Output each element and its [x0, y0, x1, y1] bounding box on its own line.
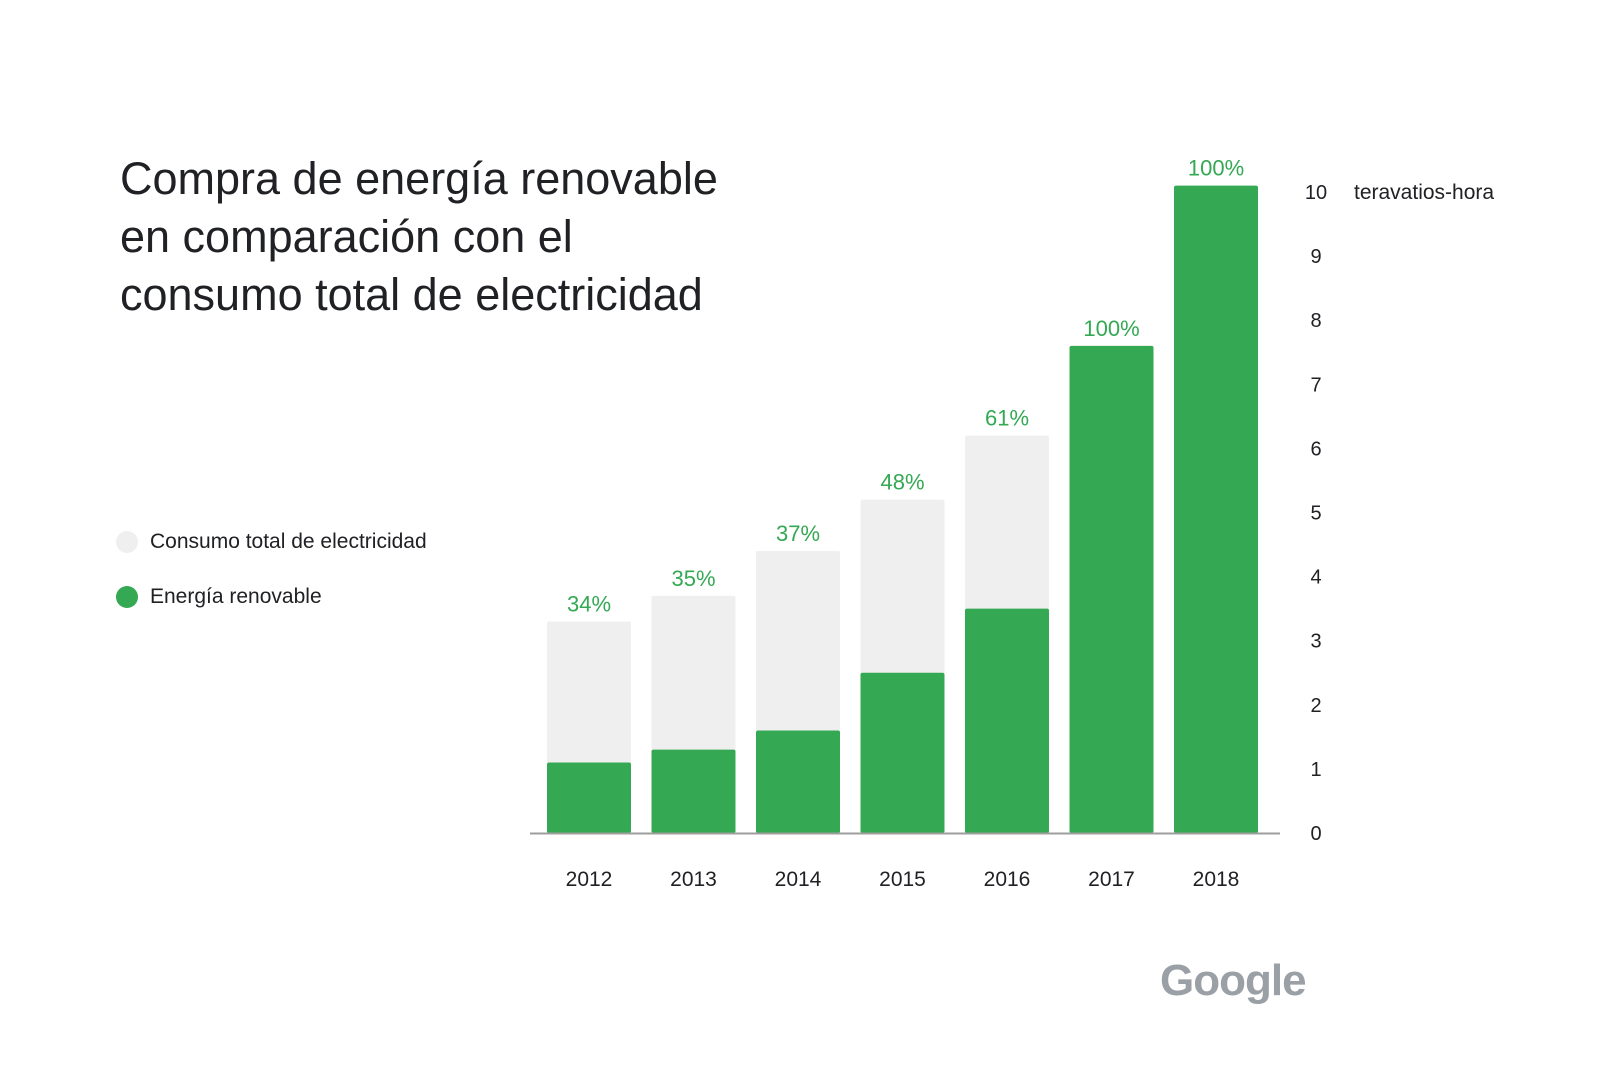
- bar-renewable-2018: [1174, 185, 1258, 834]
- data-label-2016: 61%: [985, 406, 1029, 431]
- google-logo: Google: [1160, 956, 1307, 1005]
- y-tick-label-0: 0: [1310, 823, 1321, 845]
- y-tick-label-10: 10: [1305, 182, 1327, 204]
- x-tick-label-2015: 2015: [879, 868, 926, 891]
- x-tick-label-2018: 2018: [1193, 868, 1240, 891]
- y-tick-label-5: 5: [1310, 503, 1321, 525]
- x-tick-label-2013: 2013: [670, 868, 717, 891]
- chart-title: Compra de energía renovable en comparaci…: [120, 153, 718, 320]
- y-tick-label-7: 7: [1310, 374, 1321, 396]
- legend-swatch-total: [116, 531, 138, 553]
- y-axis-unit-label: teravatios-hora: [1354, 181, 1494, 204]
- data-label-2018: 100%: [1188, 156, 1244, 181]
- legend-swatch-renewable: [116, 586, 138, 608]
- y-tick-label-9: 9: [1310, 246, 1321, 268]
- x-tick-label-2012: 2012: [566, 868, 613, 891]
- x-tick-label-2017: 2017: [1088, 868, 1135, 891]
- data-label-2012: 34%: [567, 591, 611, 616]
- data-label-2017: 100%: [1083, 316, 1139, 341]
- data-label-2014: 37%: [776, 521, 820, 546]
- bar-renewable-2014: [756, 730, 840, 833]
- x-tick-label-2016: 2016: [984, 868, 1031, 891]
- legend-item-total: Consumo total de electricidad: [116, 528, 427, 556]
- y-tick-label-1: 1: [1310, 759, 1321, 781]
- y-tick-label-6: 6: [1310, 438, 1321, 460]
- bar-renewable-2015: [860, 672, 945, 833]
- bar-renewable-2012: [547, 762, 631, 833]
- legend-label-renewable: Energía renovable: [150, 585, 322, 608]
- legend: Consumo total de electricidad Energía re…: [116, 528, 427, 638]
- data-label-2015: 48%: [880, 470, 924, 495]
- y-tick-label-2: 2: [1310, 695, 1321, 717]
- bar-renewable-2013: [651, 749, 736, 833]
- legend-label-total: Consumo total de electricidad: [150, 530, 427, 553]
- data-label-2013: 35%: [671, 566, 715, 591]
- legend-item-renewable: Energía renovable: [116, 583, 427, 611]
- y-tick-label-3: 3: [1310, 631, 1321, 653]
- bar-renewable-2017: [1069, 345, 1154, 833]
- x-tick-label-2014: 2014: [775, 868, 822, 891]
- y-tick-label-8: 8: [1310, 310, 1321, 332]
- y-tick-label-4: 4: [1310, 567, 1321, 589]
- bar-renewable-2016: [965, 608, 1049, 833]
